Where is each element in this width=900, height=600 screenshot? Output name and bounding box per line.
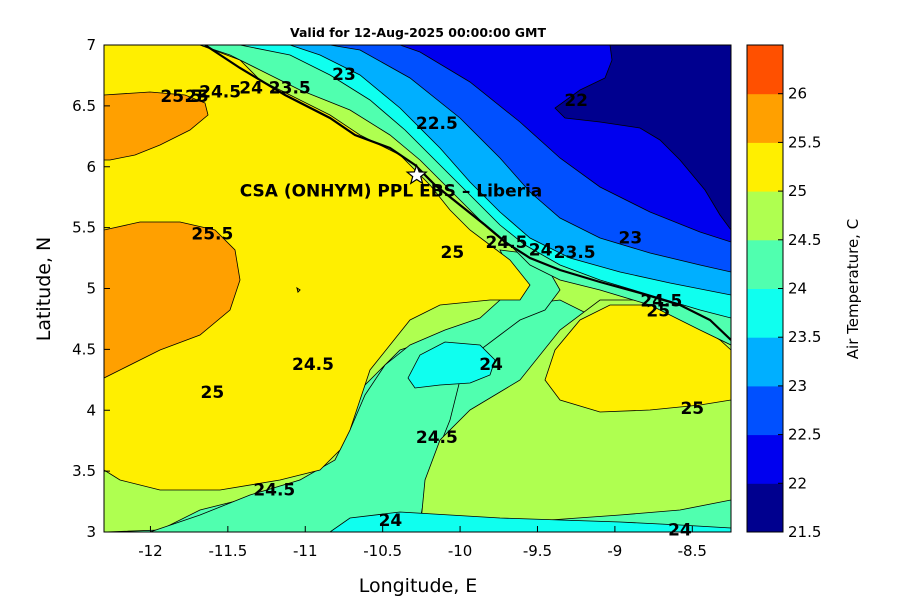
colorbar-swatch — [747, 191, 783, 241]
contour-label: 23.5 — [554, 243, 596, 263]
colorbar-tick-label: 23 — [788, 377, 807, 395]
contour-label: 22 — [564, 91, 588, 111]
star-icon — [405, 163, 428, 185]
contour-label: 25 — [185, 87, 209, 107]
x-tick-label: -9.5 — [523, 542, 552, 560]
x-tick-label: -8.5 — [678, 542, 707, 560]
y-tick-label: 4 — [86, 401, 96, 419]
island-marker — [296, 286, 301, 293]
site-label: CSA (ONHYM) PPL EBS – Liberia — [240, 181, 543, 201]
colorbar-tick-label: 22 — [788, 474, 807, 492]
contour-label: 25 — [646, 301, 670, 321]
colorbar-tick-label: 24 — [788, 280, 807, 298]
colorbar-tick-label: 24.5 — [788, 231, 821, 249]
colorbar-tick-label: 25.5 — [788, 133, 821, 151]
colorbar-swatch — [747, 239, 783, 289]
colorbar-swatch — [747, 93, 783, 143]
contour-label: 24.5 — [640, 292, 682, 312]
y-tick-label: 4.5 — [72, 340, 96, 358]
band-25_5-26-northwest — [104, 91, 209, 161]
colorbar-tick-label: 26 — [788, 85, 807, 103]
band-23_5-24-lagoon — [407, 341, 496, 389]
contour-label: 24.5 — [253, 480, 295, 500]
contour-label: 25.5 — [191, 225, 233, 245]
band-25_5-26-west — [104, 221, 241, 379]
contour-label: 25 — [440, 243, 464, 263]
x-axis-label: Longitude, E — [359, 575, 478, 597]
y-tick-label: 3 — [86, 523, 96, 541]
colorbar-swatch — [747, 288, 783, 338]
temperature-field — [104, 45, 731, 532]
x-tick-label: -11 — [293, 542, 318, 560]
site-marker: CSA (ONHYM) PPL EBS – Liberia — [240, 163, 543, 201]
contour-label: 24 — [239, 79, 263, 99]
colorbar-label: Air Temperature, C — [844, 219, 862, 359]
x-tick-label: -11.5 — [208, 542, 247, 560]
contour-label: 24 — [379, 511, 403, 531]
y-tick-label: 7 — [86, 36, 96, 54]
band-21_5-22 — [554, 45, 731, 231]
contour-label: 24.5 — [416, 428, 458, 448]
coastline — [204, 45, 731, 341]
colorbar-tick-label: 25 — [788, 182, 807, 200]
contour-label: 24 — [479, 355, 503, 375]
contour-label: 24.5 — [292, 355, 334, 375]
contour-label: 25 — [201, 383, 225, 403]
contour-label: 23 — [332, 65, 356, 85]
x-tick-label: -10.5 — [363, 542, 402, 560]
y-axis-label: Latitude, N — [33, 237, 55, 342]
band-23_5-24-south — [329, 511, 731, 532]
contour-label: 24.5 — [199, 82, 241, 102]
y-tick-label: 6 — [86, 158, 96, 176]
colorbar-swatch — [747, 45, 783, 95]
x-tick-label: -10 — [448, 542, 473, 560]
y-tick-label: 3.5 — [72, 462, 96, 480]
contour-label: 24 — [668, 521, 692, 541]
y-tick-label: 6.5 — [72, 97, 96, 115]
colorbar-tick-label: 23.5 — [788, 328, 821, 346]
contour-label: 23.5 — [269, 79, 311, 99]
contour-label: 24 — [529, 241, 553, 261]
contour-label: 24.5 — [486, 233, 528, 253]
x-tick-label: -12 — [138, 542, 163, 560]
contour-label: 23 — [619, 228, 643, 248]
colorbar-swatch — [747, 385, 783, 436]
x-axis-ticks: -12 -11.5 -11 -10.5 -10 -9.5 -9 -8.5 — [138, 526, 707, 560]
x-tick-label: -9 — [607, 542, 622, 560]
colorbar-swatch — [747, 483, 783, 533]
contour-label: 22.5 — [416, 114, 458, 134]
colorbar-swatch — [747, 142, 783, 192]
colorbar-swatch — [747, 337, 783, 387]
colorbar: 21.5 22 22.5 23 23.5 24 24.5 25 25.5 26 — [746, 44, 821, 541]
y-tick-label: 5 — [86, 280, 96, 298]
y-axis-ticks: 3 3.5 4 4.5 5 5.5 6 6.5 7 — [72, 36, 110, 541]
contour-label: 25 — [680, 399, 704, 419]
colorbar-tick-label: 21.5 — [788, 523, 821, 541]
contour-label: 25.5 — [160, 87, 202, 107]
colorbar-tick-label: 22.5 — [788, 426, 821, 444]
figure-title: Valid for 12-Aug-2025 00:00:00 GMT — [290, 25, 547, 40]
y-tick-label: 5.5 — [72, 219, 96, 237]
colorbar-swatch — [747, 434, 783, 484]
band-25-25_5-west — [104, 45, 531, 491]
